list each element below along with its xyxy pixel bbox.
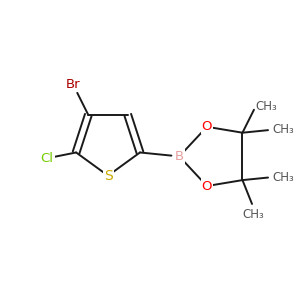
Text: CH₃: CH₃ (272, 171, 294, 184)
Text: CH₃: CH₃ (256, 100, 278, 113)
Text: CH₃: CH₃ (243, 208, 264, 220)
Text: Cl: Cl (40, 152, 54, 165)
Text: Br: Br (65, 77, 80, 91)
Text: O: O (202, 179, 212, 193)
Text: CH₃: CH₃ (272, 123, 294, 136)
Text: O: O (202, 120, 212, 133)
Text: B: B (175, 150, 184, 163)
Text: S: S (104, 169, 112, 183)
